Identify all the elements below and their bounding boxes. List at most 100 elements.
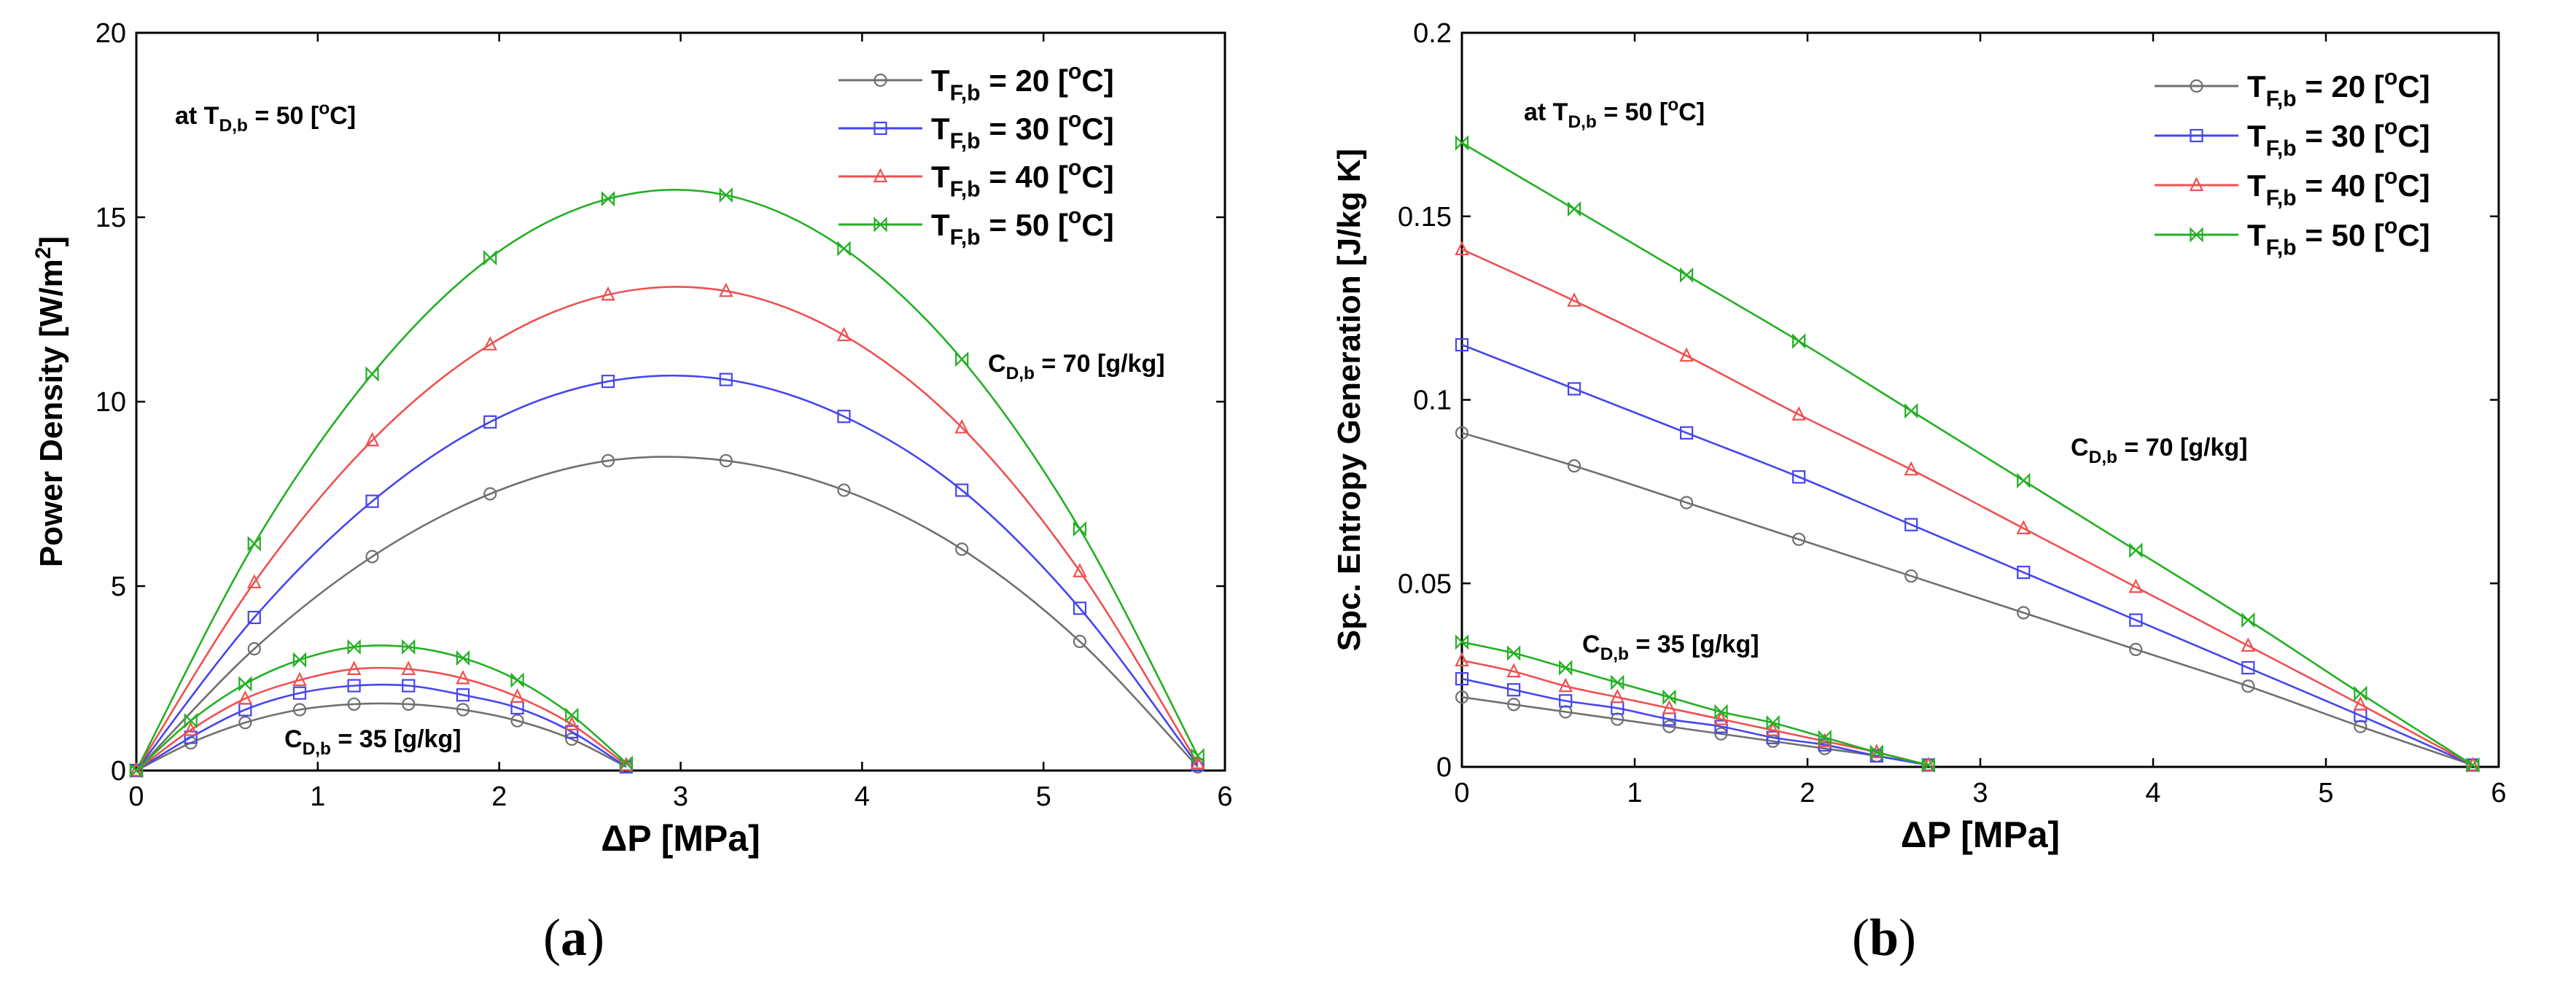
chart-b-series-line — [1461, 659, 1929, 766]
chart-a-data-point — [565, 732, 579, 746]
chart-b-data-point — [1559, 694, 1573, 708]
chart-b-data-point — [2241, 679, 2255, 693]
chart-a-data-point — [1190, 754, 1205, 769]
chart-a-data-point — [292, 652, 307, 668]
chart-b-data-point — [1714, 727, 1728, 741]
chart-a-data-point — [456, 650, 470, 666]
chart-b-data-point — [1680, 426, 1694, 440]
chart-a-data-point — [184, 713, 198, 729]
chart-b-xtick-label: 1 — [1627, 778, 1642, 808]
chart-a-data-point — [510, 672, 524, 688]
chart-b-legend: TF,b = 20 [oC]TF,b = 30 [oC] TF,b = 40 [o… — [2155, 66, 2430, 260]
chart-b-annotation-cond: at TD,b = 50 [oC] — [1524, 95, 1705, 132]
chart-b-series-line — [1461, 343, 2473, 766]
chart-b-series-line — [1461, 141, 2474, 766]
chart-b-data-point — [2128, 578, 2144, 593]
chart-b-data-point — [1662, 689, 1676, 705]
chart-a-ytick-label: 5 — [111, 572, 126, 602]
chart-b-data-point — [1507, 683, 1521, 697]
chart-a-xtick-label: 1 — [310, 781, 325, 812]
chart-a-data-point — [837, 410, 851, 424]
chart-b-data-point — [1455, 426, 1469, 440]
chart-b-data-point — [1792, 532, 1806, 546]
chart-a-ytick-label: 15 — [96, 203, 126, 233]
chart-a-series-line — [136, 666, 627, 772]
chart-b-data-point — [2017, 606, 2031, 620]
chart-b-data-point — [2129, 542, 2143, 558]
chart-a-data-point — [718, 282, 734, 297]
chart-a-series-line — [136, 644, 627, 771]
chart-a-xtick-label: 6 — [1217, 781, 1232, 812]
chart-b-data-point — [1455, 634, 1469, 650]
chart-b-data-point — [1818, 730, 1832, 746]
chart-a-data-point — [1073, 520, 1087, 537]
chart-b-data-point — [1455, 690, 1469, 704]
chart-b-data-point — [1792, 333, 1806, 349]
chart-b-data-point — [1610, 688, 1625, 703]
chart-b-data-point — [1455, 241, 1469, 256]
chart-a-data-point — [346, 660, 362, 675]
chart-b-data-point — [1455, 672, 1469, 686]
chart-b-data-point — [1679, 347, 1694, 362]
chart-a-series-line — [135, 374, 1199, 771]
chart-b-data-point — [2017, 566, 2031, 580]
chart-a-series-line — [135, 286, 1199, 771]
chart-a-legend-label: TF,b = 30 [oC] — [931, 108, 1114, 153]
chart-a-data-point — [365, 432, 380, 447]
chart-b-legend-label: TF,b = 50 [oC] — [2247, 214, 2430, 260]
chart-a-xtick-label: 2 — [491, 781, 507, 812]
chart-b-legend-marker — [2189, 176, 2204, 192]
chart-a-data-point — [292, 671, 307, 687]
chart-a-data-point — [184, 730, 198, 744]
chart-b-data-point — [1792, 470, 1806, 484]
chart-b-annotation-c35: CD,b = 35 [g/kg] — [1582, 631, 1759, 664]
chart-a-data-point — [601, 375, 615, 389]
chart-b-series-group — [1455, 135, 2480, 773]
chart-b-ytick-label: 0.2 — [1413, 18, 1452, 49]
chart-a-annotation-c35: CD,b = 35 [g/kg] — [284, 725, 462, 759]
chart-b-data-point — [1766, 730, 1780, 744]
chart-b-data-point — [2353, 695, 2368, 711]
chart-b-data-point — [2241, 612, 2255, 628]
chart-a-annotation-cond: at TD,b = 50 [oC] — [175, 98, 356, 136]
chart-a-ylabel: Power Density [W/m2] — [31, 236, 69, 567]
chart-a-data-point — [347, 639, 361, 655]
chart-b-data-point — [2241, 637, 2256, 652]
chart-a-data-point — [292, 703, 307, 717]
chart-a-data-point — [1191, 748, 1205, 764]
chart-b-data-point — [1559, 660, 1573, 676]
chart-b-xtick-label: 6 — [2491, 778, 2506, 808]
chart-b-data-point — [1869, 744, 1883, 760]
chart-b-data-point — [1904, 518, 1918, 531]
chart-b-ytick-label: 0 — [1436, 752, 1452, 783]
chart-a-data-point — [836, 327, 852, 342]
chart-a-data-point — [483, 336, 498, 351]
chart-b-ytick-label: 0.05 — [1398, 569, 1452, 599]
chart-a-data-point — [565, 707, 579, 723]
chart-b-data-point — [2017, 472, 2031, 488]
chart-b-xlabel: ΔP [MPa] — [1901, 814, 2060, 855]
chart-a-xtick-label: 3 — [673, 781, 688, 812]
chart-b-legend-marker — [2190, 128, 2203, 143]
chart-a-data-point — [238, 676, 252, 692]
chart-a-series-group — [129, 187, 1205, 779]
chart-a-data-point — [129, 763, 144, 779]
chart-b-series-line — [1461, 641, 1929, 766]
chart-a-data-point — [365, 494, 379, 508]
chart-a-data-point — [292, 686, 307, 700]
chart-a-data-point — [837, 241, 851, 257]
chart-a-data-point — [955, 351, 969, 367]
chart-b-data-point — [1507, 645, 1521, 661]
chart-a-data-point — [510, 714, 524, 728]
chart-b-xtick-label: 5 — [2318, 778, 2333, 808]
chart-b-legend-label: TF,b = 20 [oC] — [2247, 66, 2430, 111]
chart-a-data-point — [365, 550, 379, 564]
caption-a: (a) — [543, 908, 604, 967]
chart-b-data-point — [1507, 698, 1521, 711]
chart-a-data-point — [719, 187, 733, 203]
chart-a-ytick-label: 10 — [96, 387, 126, 418]
chart-a-data-point — [456, 688, 470, 702]
chart-a-legend-label: TF,b = 40 [oC] — [931, 156, 1114, 201]
